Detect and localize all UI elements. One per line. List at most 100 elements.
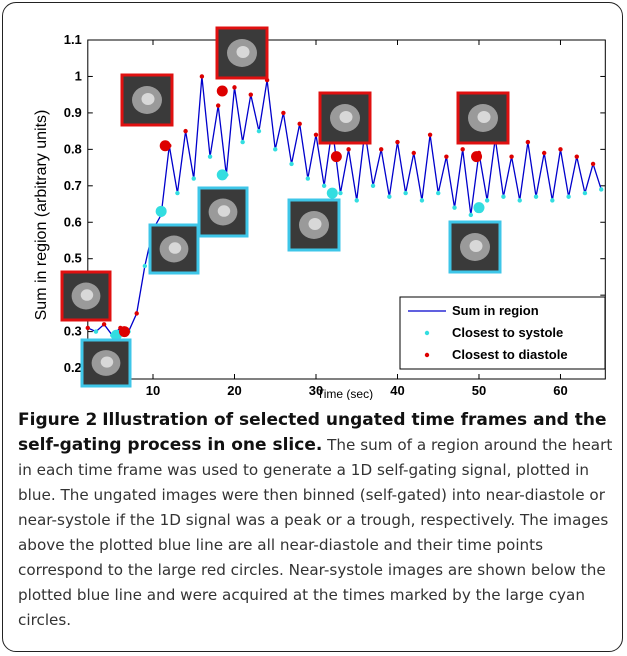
data-dot (215, 103, 221, 108)
data-dot (191, 176, 196, 181)
data-dot (574, 154, 579, 159)
data-dot (590, 161, 596, 167)
data-dot (525, 139, 531, 145)
caption-text: The sum of a region around the heart in … (18, 436, 613, 629)
data-dot (142, 263, 148, 269)
data-dot (444, 154, 449, 159)
x-tick-label: 40 (390, 383, 404, 398)
legend (399, 296, 606, 370)
highlight-point (330, 151, 342, 163)
mri-ventricle (236, 46, 250, 58)
caption: Figure 2 Illustration of selected ungate… (18, 408, 616, 633)
data-dot (599, 187, 604, 192)
highlight-point (155, 205, 167, 217)
y-tick-label: 0.5 (64, 251, 82, 266)
data-dot (85, 325, 91, 331)
y-axis-label: Sum in region (arbitrary units) (33, 110, 50, 321)
data-dot (395, 139, 400, 145)
x-tick-label: 50 (472, 383, 486, 398)
data-dot (419, 198, 425, 203)
highlight-point (471, 151, 483, 163)
data-dot (533, 194, 539, 199)
data-dot (321, 183, 327, 189)
data-dot (305, 176, 311, 181)
highlight-point (118, 326, 130, 338)
data-dot (93, 329, 99, 334)
data-dot (183, 128, 188, 134)
mri-ventricle (477, 111, 491, 123)
chart: Time (sec) Sum in region (arbitrary unit… (33, 26, 606, 400)
data-dot (501, 194, 506, 199)
data-dot (207, 154, 213, 159)
data-dot (460, 147, 465, 152)
data-dot (517, 198, 522, 203)
data-dot (436, 190, 441, 196)
mri-thumbnail (197, 186, 249, 238)
data-dot (232, 85, 237, 90)
data-dot (199, 74, 205, 79)
x-tick-label: 30 (309, 383, 323, 398)
data-dot (411, 150, 416, 156)
data-dot (256, 128, 262, 134)
data-dot (484, 198, 490, 203)
legend-swatch (424, 352, 430, 358)
data-dot (509, 154, 514, 159)
data-dot (427, 132, 433, 137)
y-tick-label: 0.3 (64, 324, 82, 339)
mri-ventricle (339, 111, 353, 123)
x-axis-label: Time (sec) (317, 387, 373, 400)
highlight-point (326, 187, 338, 199)
y-tick-label: 0.8 (64, 141, 82, 156)
y-tick-label: 0.6 (64, 214, 82, 229)
data-dot (452, 205, 457, 210)
mri-ventricle (168, 242, 182, 254)
x-tick-label: 20 (227, 383, 241, 398)
x-tick-label: 10 (146, 383, 160, 398)
legend-label: Closest to diastole (452, 347, 568, 362)
data-dot (550, 198, 555, 203)
data-dot (541, 150, 547, 156)
y-tick-label: 1.1 (64, 32, 82, 47)
data-dot (289, 161, 294, 167)
mri-ventricle (217, 205, 231, 217)
highlight-point (473, 202, 485, 214)
highlight-point (216, 85, 228, 97)
data-dot (281, 110, 286, 116)
data-dot (403, 190, 408, 196)
data-dot (582, 190, 588, 196)
y-tick-label: 1 (75, 68, 82, 83)
data-dot (273, 147, 278, 152)
data-dot (354, 198, 359, 203)
y-tick-label: 0.7 (64, 178, 82, 193)
mri-thumbnail (318, 91, 372, 145)
legend-label: Sum in region (452, 303, 539, 318)
data-dot (297, 121, 302, 127)
data-dot (101, 322, 107, 327)
data-dot (346, 147, 351, 152)
data-dot (387, 194, 392, 199)
data-line (87, 76, 602, 337)
caption-label: Figure 2 (18, 410, 98, 430)
data-dot (134, 311, 139, 316)
mri-ventricle (308, 218, 322, 230)
mri-ventricle (469, 240, 483, 252)
mri-ventricle (100, 356, 114, 368)
data-dot (468, 212, 474, 218)
y-tick-label: 0.2 (64, 360, 82, 375)
caption-title: Illustration of selected ungated time fr… (18, 410, 607, 455)
data-dot (558, 147, 563, 152)
y-tick-label: 0.9 (64, 105, 82, 120)
data-dot (175, 190, 180, 196)
highlight-point (216, 169, 228, 181)
data-dot (338, 190, 343, 196)
mri-thumbnail (148, 223, 200, 275)
data-dot (566, 194, 571, 199)
data-dot (248, 92, 253, 97)
highlight-point (159, 140, 171, 152)
mri-ventricle (141, 93, 155, 105)
legend-label: Closest to systole (452, 325, 563, 340)
mri-ventricle (80, 289, 94, 301)
data-dot (370, 183, 376, 189)
data-dot (313, 132, 319, 137)
